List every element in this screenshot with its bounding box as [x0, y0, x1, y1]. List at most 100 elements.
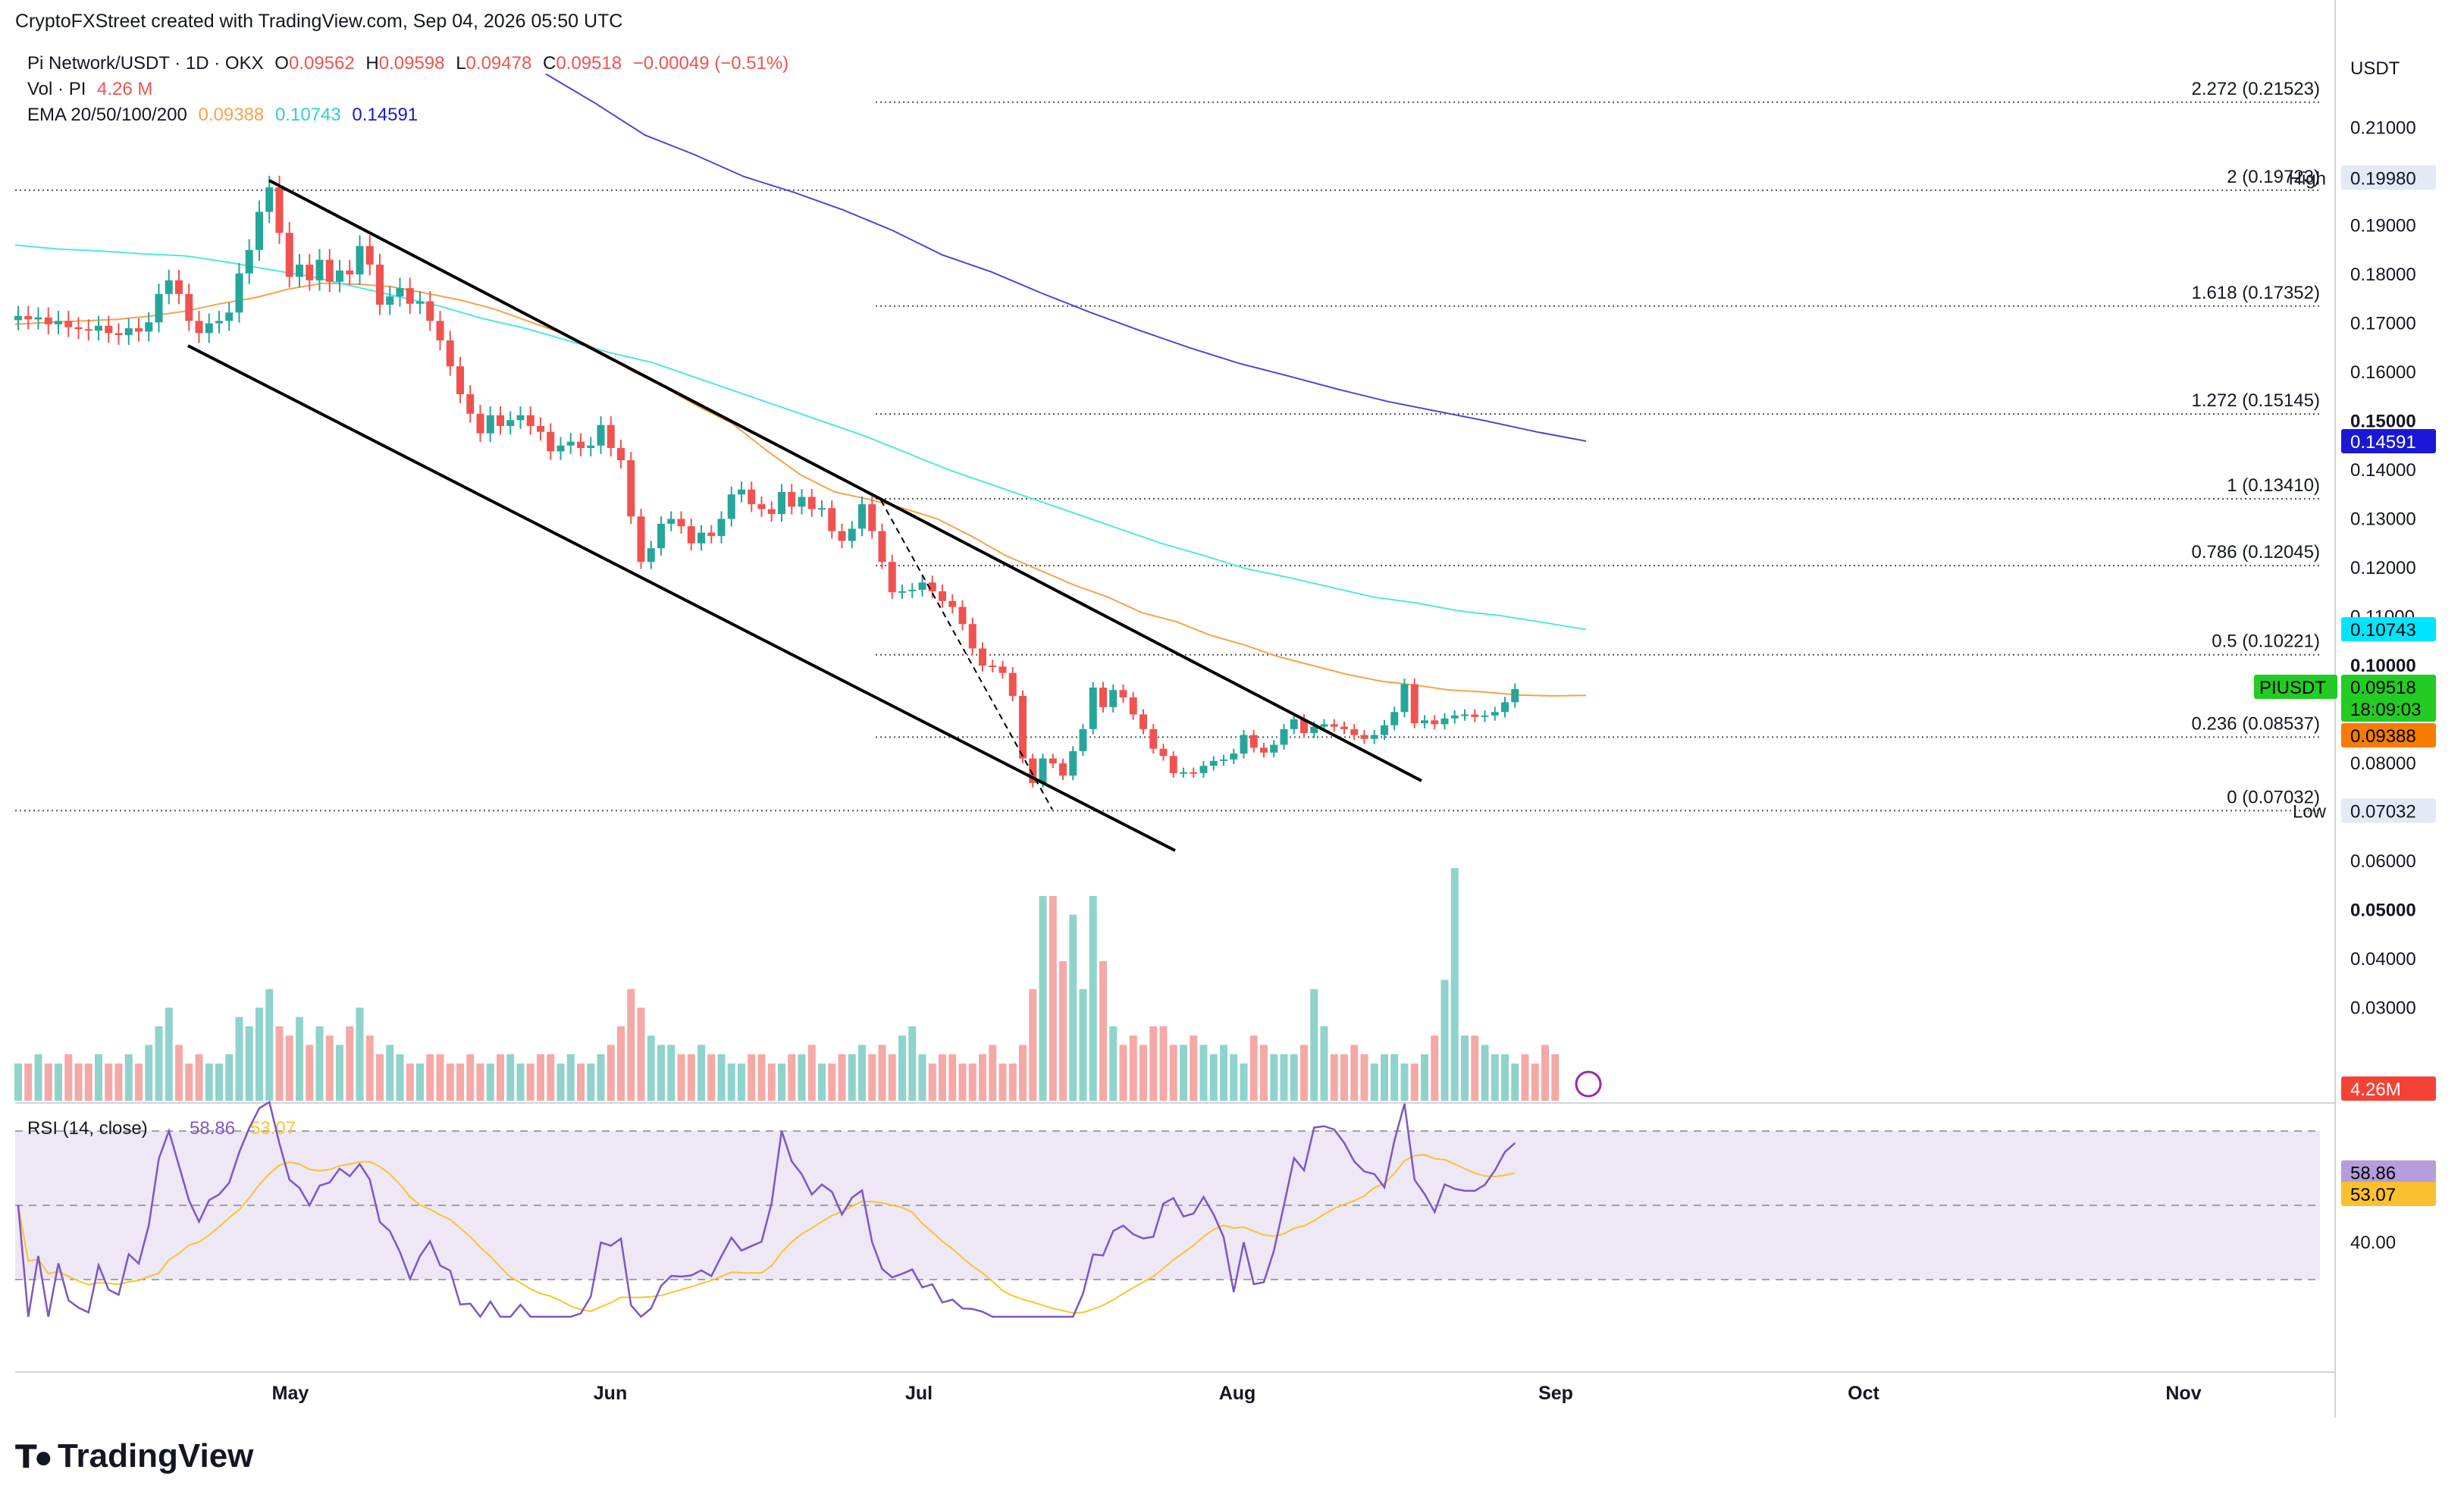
volume-bar: [486, 1063, 494, 1101]
price-tick-label: 0.08000: [2350, 754, 2416, 774]
horizontal-separators: [15, 0, 2336, 1418]
volume-bar: [325, 1036, 334, 1101]
candle-body: [1280, 728, 1288, 745]
candle-body: [918, 582, 926, 591]
candle-body: [878, 531, 886, 562]
candle-body: [356, 246, 364, 274]
candle-body: [1320, 724, 1328, 727]
price-tick-label: 0.03000: [2350, 998, 2416, 1019]
volume-bar: [1350, 1045, 1359, 1101]
price-tick-label: 0.12000: [2350, 558, 2416, 578]
volume-bar: [1260, 1045, 1268, 1101]
volume-bar: [798, 1054, 806, 1101]
candle-body: [396, 288, 404, 297]
candle-body: [838, 531, 846, 541]
volume-bar: [698, 1045, 705, 1101]
ema-legend[interactable]: EMA 20/50/100/200 0.09388 0.10743 0.1459…: [27, 105, 424, 126]
volume-bar: [24, 1063, 33, 1101]
candle-body: [114, 333, 123, 335]
candle-body: [1390, 712, 1399, 725]
volume-bar: [1209, 1054, 1218, 1101]
candle-body: [376, 265, 384, 305]
rsi-ma-badge: 53.07: [2350, 1185, 2396, 1205]
last-symbol-bg: [2254, 675, 2337, 699]
volume-bar: [155, 1026, 163, 1101]
candle-body: [1119, 690, 1127, 697]
volume-bar: [526, 1063, 534, 1101]
ema50-line: [14, 244, 1587, 631]
volume-legend[interactable]: Vol · PI 4.26 M: [27, 79, 158, 100]
volume-bar: [34, 1054, 42, 1101]
candle-body: [336, 270, 343, 282]
time-axis[interactable]: May Jun Jul Aug Sep Oct Nov: [272, 1383, 2202, 1404]
descending-channel[interactable]: [187, 179, 1422, 852]
candle-body: [296, 265, 303, 277]
candle-body: [788, 492, 796, 507]
candle-body: [235, 273, 243, 313]
candle-body: [968, 624, 977, 649]
ema20-value: 0.09388: [198, 105, 265, 125]
candle-body: [105, 325, 113, 334]
tradingview-logo[interactable]: ꓔ● TradingView: [15, 1437, 253, 1475]
rsi-line: [17, 1100, 1516, 1319]
chart-attribution: CryptoFXStreet created with TradingView.…: [15, 11, 623, 32]
fibonacci-extension[interactable]: 2.272 (0.21523) 2 (0.19723) 1.618 (0.17352…: [15, 79, 2320, 812]
volume-bar: [516, 1063, 525, 1101]
candle-body: [365, 246, 374, 265]
candle-body: [1501, 702, 1509, 713]
candle-body: [1180, 772, 1187, 774]
high-label: H: [365, 53, 379, 74]
candle-body: [185, 293, 193, 321]
candle-body: [1330, 724, 1338, 727]
candle-body: [738, 489, 745, 495]
volume-bar: [948, 1054, 957, 1101]
candle-body: [497, 415, 504, 426]
volume-bar: [1008, 1063, 1017, 1101]
volume-bar: [1541, 1045, 1549, 1101]
candle-body: [1240, 735, 1248, 754]
candle-body: [757, 504, 766, 509]
candle-body: [989, 666, 997, 667]
close-label: C: [542, 53, 556, 74]
symbol-ohlc-legend[interactable]: Pi Network/USDT · 1D · OKX O0.09562 H0.0…: [27, 53, 795, 74]
volume-bar: [315, 1026, 324, 1101]
month-label: Jun: [594, 1383, 627, 1404]
candle-body: [55, 321, 62, 324]
candle-body: [1029, 758, 1037, 783]
low-label: L: [456, 53, 466, 74]
symbol-name[interactable]: Pi Network/USDT · 1D · OKX: [27, 53, 264, 74]
volume-bar: [677, 1054, 685, 1101]
high-value-badge-bg: [2341, 165, 2436, 190]
candle-body: [1370, 735, 1378, 739]
volume-bar: [165, 1007, 173, 1101]
candle-body: [537, 425, 544, 432]
last-price-bg: [2341, 675, 2436, 722]
price-tick-label: 0.13000: [2350, 509, 2416, 530]
candle-body: [165, 280, 173, 294]
candle-body: [818, 508, 826, 510]
volume-bar: [607, 1045, 615, 1101]
candle-body: [1360, 735, 1368, 739]
candle-body: [1220, 759, 1227, 761]
volume-bar: [537, 1054, 544, 1101]
last-symbol-label: PIUSDT: [2259, 678, 2326, 698]
ema50-badge: 0.10743: [2350, 620, 2416, 641]
price-axis[interactable]: USDT0.210000.200000.190000.180000.170000…: [1575, 58, 2436, 1253]
month-label: Aug: [1219, 1383, 1256, 1404]
replay-icon[interactable]: [1575, 1070, 1602, 1098]
ema20-badge-bg: [2341, 723, 2436, 747]
volume-bar: [1370, 1063, 1378, 1101]
candle-body: [275, 187, 284, 233]
candle-body: [155, 293, 163, 323]
volume-bar: [1481, 1045, 1489, 1101]
volume-bar: [597, 1054, 605, 1101]
candle-body: [1149, 728, 1158, 749]
candle-body: [306, 265, 314, 280]
candle-body: [346, 270, 354, 274]
rsi-tick-label: 40.00: [2350, 1233, 2396, 1253]
fib-level-label: 2.272 (0.21523): [2192, 79, 2320, 99]
candle-body: [1099, 688, 1107, 707]
volume-bar: [1129, 1036, 1137, 1101]
volume-bar: [406, 1063, 414, 1101]
